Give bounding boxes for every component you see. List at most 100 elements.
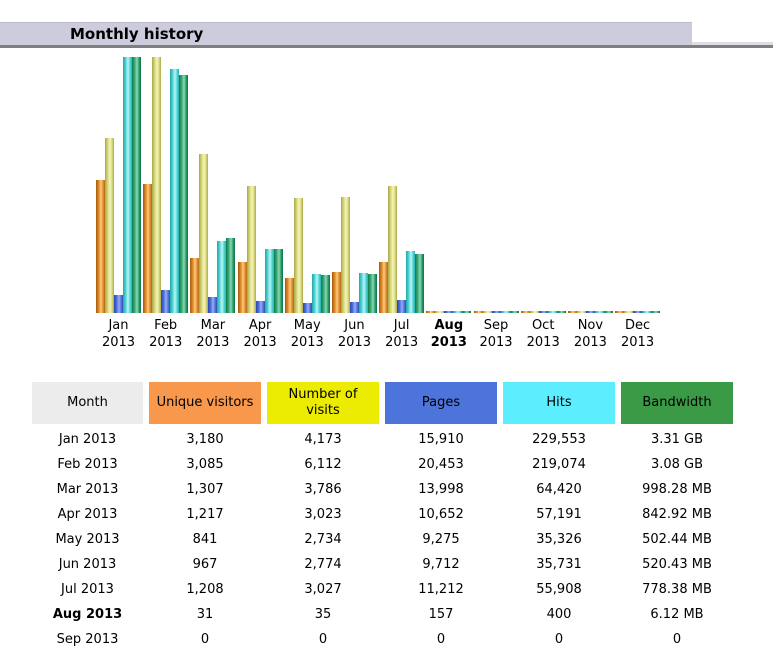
x-axis-label-line: 2013 (621, 335, 655, 350)
number-of-visits-bar (293, 198, 303, 313)
pages-bar (585, 311, 595, 313)
bandwidth-bar (603, 311, 613, 313)
bar-group-oct-2013 (520, 311, 566, 313)
x-axis-label-nov-2013: Nov 2013 (568, 317, 613, 351)
hits-bar (123, 57, 132, 313)
bar-group-mar-2013 (190, 154, 236, 313)
number-of-visits-bar (340, 197, 350, 313)
table-header-pages: Pages (385, 382, 497, 424)
value-cell-visits: 3,027 (267, 577, 379, 602)
bandwidth-bar (226, 238, 236, 313)
unique-visitors-bar (96, 180, 105, 313)
pages-bar (538, 311, 548, 313)
value-cell-hits: 400 (503, 602, 615, 627)
x-axis-label-jan-2013: Jan 2013 (96, 317, 141, 351)
x-axis-label-line: 2013 (101, 335, 136, 350)
month-cell: May 2013 (32, 527, 143, 552)
hits-bar (453, 311, 463, 313)
bar-group-apr-2013 (237, 186, 283, 313)
table-row-jul-2013: Jul 2013 1,208 3,027 11,212 55,908 778.38 MB (32, 577, 733, 602)
section-title-bar: Monthly history (0, 22, 692, 45)
bar-group-aug-2013 (426, 311, 472, 313)
value-cell-bandwidth: 778.38 MB (621, 577, 733, 602)
x-axis-label-sep-2013: Sep 2013 (474, 317, 519, 351)
unique-visitors-bar (237, 262, 247, 313)
bar-group-dec-2013 (615, 311, 661, 313)
value-cell-visits: 35 (267, 602, 379, 627)
bandwidth-bar (132, 57, 141, 313)
month-cell: Sep 2013 (32, 627, 143, 649)
hits-bar (642, 311, 652, 313)
value-cell-pages: 10,652 (385, 502, 497, 527)
value-cell-unique_visitors: 1,217 (149, 502, 261, 527)
number-of-visits-bar (388, 186, 398, 313)
monthly-history-bar-chart (96, 48, 661, 313)
table-row-mar-2013: Mar 2013 1,307 3,786 13,998 64,420 998.28 MB (32, 477, 733, 502)
value-cell-bandwidth: 3.31 GB (621, 427, 733, 452)
value-cell-bandwidth: 6.12 MB (621, 602, 733, 627)
pages-bar (255, 301, 265, 313)
monthly-history-table: Month Unique visitors Number of visits Page… (32, 382, 733, 649)
number-of-visits-bar (246, 186, 256, 313)
pages-bar (114, 295, 123, 313)
hits-bar (500, 311, 510, 313)
value-cell-unique_visitors: 0 (149, 627, 261, 649)
value-cell-hits: 57,191 (503, 502, 615, 527)
month-cell: Jul 2013 (32, 577, 143, 602)
value-cell-pages: 15,910 (385, 427, 497, 452)
pages-bar (208, 297, 218, 313)
x-axis-label-line: 2013 (149, 335, 183, 350)
x-axis-label-feb-2013: Feb 2013 (143, 317, 188, 351)
value-cell-pages: 0 (385, 627, 497, 649)
x-axis-label-aug-2013: Aug 2013 (426, 317, 471, 351)
number-of-visits-bar (435, 311, 445, 313)
bandwidth-bar (415, 254, 425, 313)
page-title: Monthly history (70, 25, 204, 43)
table-header-unique_visitors: Unique visitors (149, 382, 261, 424)
x-axis-label-line: 2013 (430, 335, 467, 350)
value-cell-visits: 2,774 (267, 552, 379, 577)
value-cell-pages: 13,998 (385, 477, 497, 502)
table-header-visits: Number of visits (267, 382, 379, 424)
x-axis-label-line: 2013 (337, 335, 371, 350)
table-header-bandwidth: Bandwidth (621, 382, 733, 424)
bandwidth-bar (273, 249, 283, 313)
value-cell-hits: 0 (503, 627, 615, 649)
bandwidth-bar (651, 311, 661, 313)
value-cell-unique_visitors: 3,085 (149, 452, 261, 477)
pages-bar (161, 290, 171, 313)
value-cell-bandwidth: 502.44 MB (621, 527, 733, 552)
x-axis-label-line: 2013 (385, 335, 419, 350)
value-cell-unique_visitors: 31 (149, 602, 261, 627)
value-cell-pages: 9,275 (385, 527, 497, 552)
bar-group-jul-2013 (379, 186, 425, 313)
x-axis-label-line: Jun (344, 318, 365, 333)
x-axis-label-line: Jul (393, 318, 410, 333)
x-axis-label-line: Aug (434, 318, 464, 333)
hits-bar (594, 311, 604, 313)
bandwidth-bar (179, 75, 189, 313)
value-cell-visits: 4,173 (267, 427, 379, 452)
value-cell-visits: 3,023 (267, 502, 379, 527)
value-cell-hits: 55,908 (503, 577, 615, 602)
x-axis-label-line: Mar (200, 318, 226, 333)
section-divider (0, 45, 773, 48)
bar-group-may-2013 (284, 198, 330, 313)
x-axis-label-jun-2013: Jun 2013 (332, 317, 377, 351)
pages-bar (349, 302, 359, 313)
x-axis-label-line: 2013 (290, 335, 324, 350)
bar-group-jun-2013 (331, 197, 377, 313)
month-cell: Feb 2013 (32, 452, 143, 477)
table-row-may-2013: May 2013 841 2,734 9,275 35,326 502.44 MB (32, 527, 733, 552)
value-cell-visits: 3,786 (267, 477, 379, 502)
table-row-apr-2013: Apr 2013 1,217 3,023 10,652 57,191 842.92 MB (32, 502, 733, 527)
unique-visitors-bar (284, 278, 294, 313)
value-cell-hits: 64,420 (503, 477, 615, 502)
unique-visitors-bar (426, 311, 436, 313)
value-cell-bandwidth: 0 (621, 627, 733, 649)
value-cell-bandwidth: 842.92 MB (621, 502, 733, 527)
value-cell-pages: 20,453 (385, 452, 497, 477)
table-row-jan-2013: Jan 2013 3,180 4,173 15,910 229,553 3.31 GB (32, 427, 733, 452)
unique-visitors-bar (331, 272, 341, 313)
table-row-sep-2013: Sep 2013 0 0 0 0 0 (32, 627, 733, 649)
